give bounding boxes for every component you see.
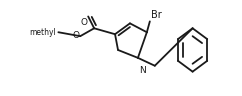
- Text: O: O: [80, 18, 87, 27]
- Text: Br: Br: [151, 10, 162, 20]
- Text: methyl: methyl: [30, 28, 56, 37]
- Text: N: N: [139, 66, 146, 75]
- Text: O: O: [72, 31, 79, 40]
